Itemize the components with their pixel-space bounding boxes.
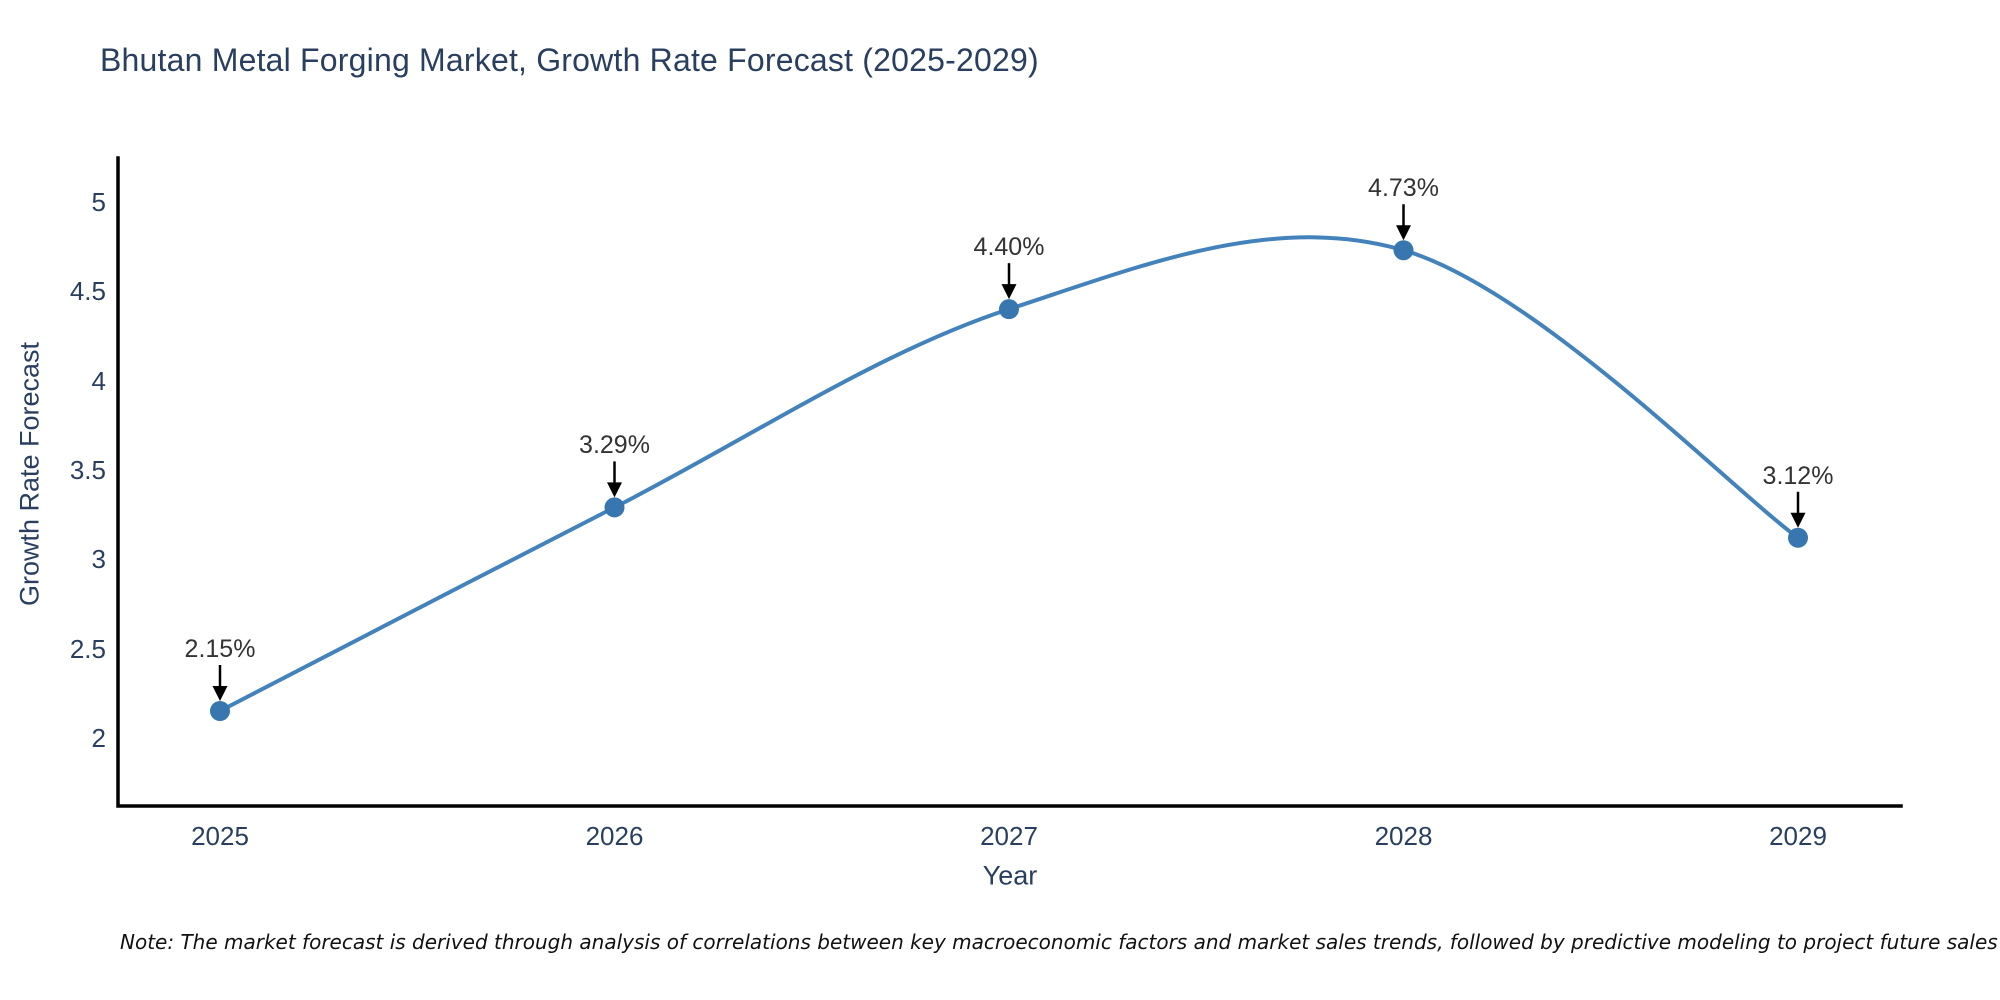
annotation-arrow-head: [212, 686, 228, 702]
y-axis-title: Growth Rate Forecast: [14, 341, 45, 607]
data-point-marker: [604, 497, 625, 518]
annotation-arrow-head: [1001, 284, 1017, 300]
x-tick-label: 2028: [1374, 821, 1433, 851]
x-tick-label: 2026: [585, 821, 644, 851]
data-point-marker: [210, 701, 230, 722]
annotation-arrow-head: [1396, 225, 1411, 241]
annotation-arrows: [212, 204, 1806, 702]
data-point-markers: [210, 240, 1808, 722]
y-tick-label: 4: [91, 365, 106, 396]
annotation-arrow-head: [607, 482, 622, 498]
annotation-label: 3.29%: [579, 431, 650, 460]
annotation-label: 4.40%: [973, 233, 1045, 262]
annotation-label: 4.73%: [1368, 174, 1439, 203]
y-tick-label: 3.5: [69, 454, 106, 485]
y-tick-label: 4.5: [69, 276, 106, 307]
y-tick-label: 2: [91, 722, 106, 753]
annotation-label: 3.12%: [1762, 461, 1834, 490]
y-tick-label: 3: [91, 544, 106, 575]
data-point-marker: [1788, 527, 1808, 548]
x-tick-label: 2029: [1769, 821, 1827, 851]
data-point-marker: [999, 299, 1019, 320]
y-tick-label: 2.5: [69, 633, 106, 664]
annotation-label: 2.15%: [184, 635, 256, 663]
footnote: Note: The market forecast is derived thr…: [120, 930, 1998, 954]
chart-title: Bhutan Metal Forging Market, Growth Rate…: [100, 42, 1039, 78]
x-tick-label: 2027: [980, 821, 1038, 851]
y-tick-label: 5: [91, 187, 106, 217]
data-point-marker: [1393, 240, 1414, 261]
x-tick-label: 2025: [191, 821, 249, 851]
x-axis-title: Year: [982, 860, 1038, 891]
annotation-arrow-head: [1790, 512, 1806, 528]
axis-lines: [116, 156, 1903, 808]
